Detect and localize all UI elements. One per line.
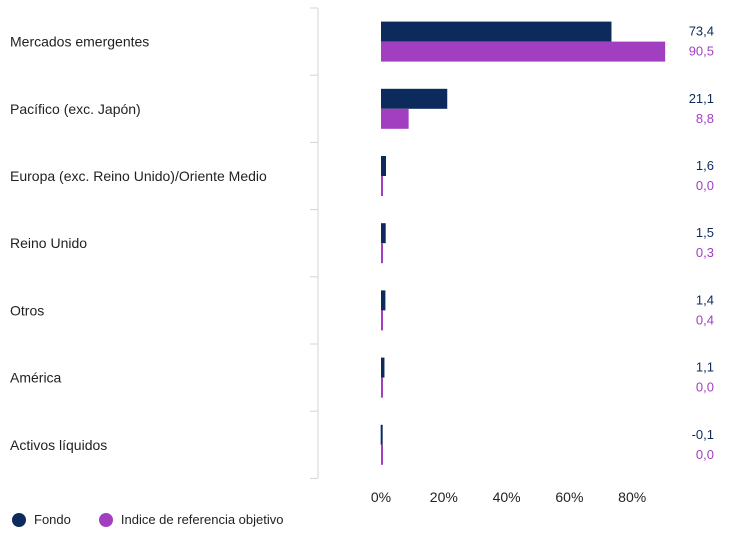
data-label: 0,0 — [696, 178, 714, 193]
bar-indice — [381, 176, 383, 196]
category-label: Europa (exc. Reino Unido)/Oriente Medio — [10, 168, 267, 184]
data-label: 1,4 — [696, 292, 714, 307]
data-label: 90,5 — [689, 44, 714, 59]
category-label: Pacífico (exc. Japón) — [10, 101, 141, 117]
data-label: 0,0 — [696, 447, 714, 462]
bar-fondo — [381, 223, 386, 244]
data-label: 0,3 — [696, 245, 714, 260]
x-tick-label: 60% — [555, 489, 583, 505]
legend-label-fondo: Fondo — [34, 512, 71, 527]
bar-indice — [381, 243, 383, 264]
category-label: Otros — [10, 302, 44, 318]
bar-fondo — [381, 88, 448, 109]
data-label: 73,4 — [689, 24, 714, 39]
legend-swatch-indice — [98, 512, 113, 527]
bar-fondo — [381, 357, 385, 378]
data-label: 1,6 — [696, 158, 714, 173]
data-label: -0,1 — [692, 427, 714, 442]
x-tick-label: 20% — [430, 489, 458, 505]
data-label: 0,0 — [696, 380, 714, 395]
category-label: América — [10, 370, 62, 386]
data-label: 1,5 — [696, 225, 714, 240]
category-label: Mercados emergentes — [10, 34, 149, 50]
bar-indice — [381, 444, 383, 465]
category-label: Activos líquidos — [10, 437, 107, 453]
x-tick-label: 80% — [618, 489, 646, 505]
category-label: Reino Unido — [10, 235, 87, 251]
data-label: 1,1 — [696, 360, 714, 375]
bar-fondo — [381, 156, 387, 176]
x-tick-label: 40% — [493, 489, 521, 505]
bar-fondo — [380, 424, 383, 445]
legend-item-fondo: Fondo — [12, 512, 71, 527]
bar-indice — [381, 310, 383, 331]
legend-label-indice: Indice de referencia objetivo — [120, 512, 284, 527]
data-label: 0,4 — [696, 312, 714, 327]
legend-item-indice: Indice de referencia objetivo — [98, 512, 284, 527]
bar-indice — [381, 41, 666, 62]
legend-swatch-fondo — [12, 512, 26, 527]
x-tick-label: 0% — [371, 489, 391, 505]
legend: Fondo Indice de referencia objetivo — [12, 512, 311, 527]
data-label: 8,8 — [696, 111, 714, 126]
data-label: 21,1 — [689, 91, 714, 106]
bar-indice — [381, 108, 409, 129]
bar-fondo — [381, 21, 612, 42]
bar-fondo — [381, 290, 386, 311]
bar-indice — [381, 377, 383, 398]
